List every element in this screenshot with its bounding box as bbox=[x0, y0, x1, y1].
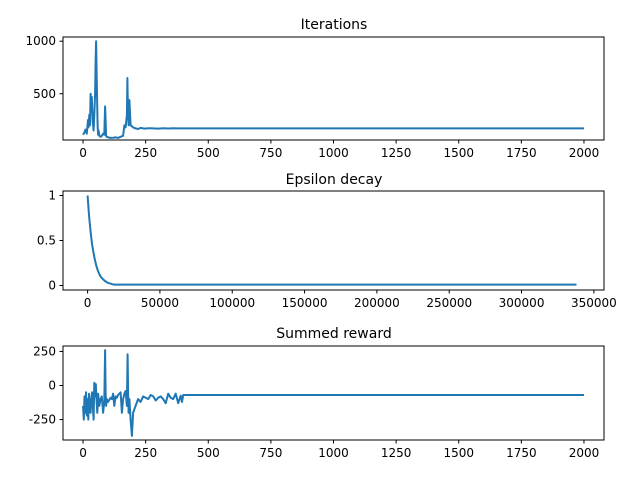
x-tick-label: 1000 bbox=[318, 446, 349, 460]
x-tick-label: 1750 bbox=[506, 146, 537, 160]
data-line bbox=[86, 195, 577, 286]
x-tick-label: 1250 bbox=[381, 446, 412, 460]
x-tick-label: 350000 bbox=[571, 296, 617, 310]
x-tick-label: 150000 bbox=[282, 296, 328, 310]
x-tick-label: 2000 bbox=[569, 446, 600, 460]
x-tick-label: 1500 bbox=[443, 146, 474, 160]
x-tick-label: 1500 bbox=[443, 446, 474, 460]
x-tick-label: 250 bbox=[134, 446, 157, 460]
y-tick-label: -250 bbox=[29, 413, 56, 427]
y-axis: 500 1000 bbox=[25, 34, 63, 101]
data-line bbox=[82, 349, 584, 437]
x-tick-label: 500 bbox=[197, 446, 220, 460]
y-tick-label: 500 bbox=[33, 87, 56, 101]
y-axis: -250 0 250 bbox=[29, 344, 63, 427]
y-tick-label: 250 bbox=[33, 344, 56, 358]
x-tick-label: 250 bbox=[134, 146, 157, 160]
y-tick-label: 0.5 bbox=[37, 234, 56, 248]
y-axis: 00.51 bbox=[37, 189, 63, 293]
x-axis: 0 50000 100000 150000 200000 250000 300000 3500… bbox=[84, 290, 617, 310]
x-tick-label: 1750 bbox=[506, 446, 537, 460]
x-tick-label: 100000 bbox=[209, 296, 255, 310]
x-tick-label: 0 bbox=[79, 146, 87, 160]
chart-title: Iterations bbox=[301, 17, 368, 33]
x-axis: 0 250 500 750 1000 1250 1500 1750 2000 bbox=[79, 140, 599, 160]
chart-title: Summed reward bbox=[276, 326, 391, 342]
chart-title: Epsilon decay bbox=[286, 172, 383, 188]
x-axis: 0 250 500 750 1000 1250 1500 1750 2000 bbox=[79, 440, 599, 460]
data-line bbox=[82, 40, 584, 139]
x-tick-label: 2000 bbox=[569, 146, 600, 160]
summed-reward-chart: Summed reward 0 250 500 750 1000 1250 1500 1750… bbox=[29, 326, 605, 460]
x-tick-label: 0 bbox=[79, 446, 87, 460]
y-tick-label: 0 bbox=[48, 379, 56, 393]
x-tick-label: 300000 bbox=[499, 296, 545, 310]
y-tick-label: 1 bbox=[48, 189, 56, 203]
epsilon-decay-chart: Epsilon decay 0 50000 100000 150000 200000 25… bbox=[37, 172, 617, 310]
x-tick-label: 250000 bbox=[426, 296, 472, 310]
iterations-chart: Iterations 0 250 500 750 1000 1250 1500 1750 200… bbox=[25, 17, 605, 160]
y-tick-label: 0 bbox=[48, 279, 56, 293]
x-tick-label: 200000 bbox=[354, 296, 400, 310]
x-tick-label: 750 bbox=[259, 146, 282, 160]
x-tick-label: 500 bbox=[197, 146, 220, 160]
y-tick-label: 1000 bbox=[25, 34, 56, 48]
x-tick-label: 0 bbox=[84, 296, 92, 310]
x-tick-label: 50000 bbox=[141, 296, 179, 310]
x-tick-label: 1000 bbox=[318, 146, 349, 160]
x-tick-label: 1250 bbox=[381, 146, 412, 160]
x-tick-label: 750 bbox=[259, 446, 282, 460]
